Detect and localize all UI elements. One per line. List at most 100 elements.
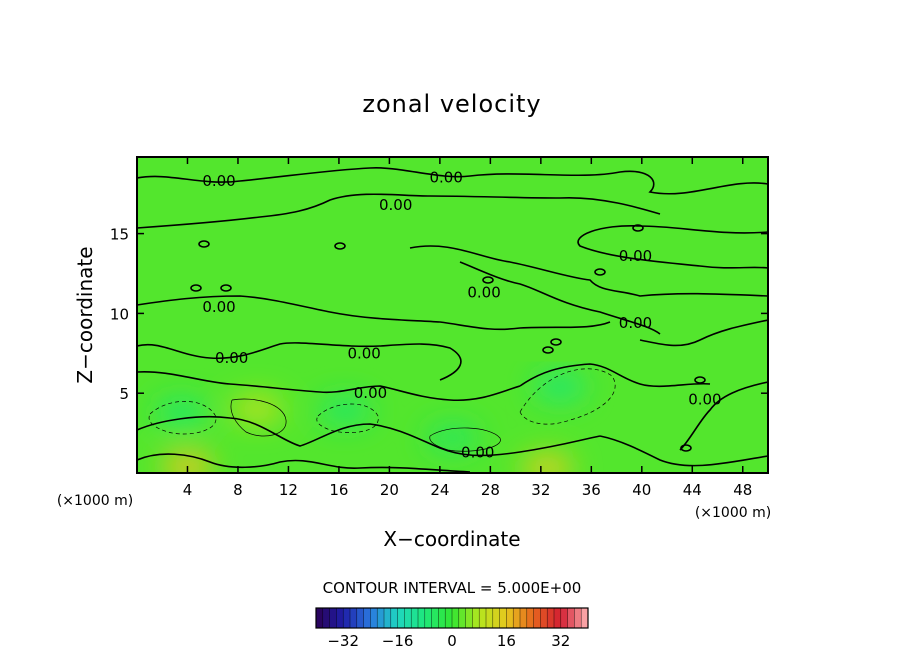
x-tick-label-8: 36 — [582, 481, 601, 499]
colorbar-swatch-25 — [486, 608, 494, 628]
field-pocket-4 — [230, 395, 283, 424]
zero-contour-10 — [519, 363, 711, 388]
colorbar-swatch-0 — [316, 608, 324, 628]
small-contour-loop-7 — [482, 276, 494, 284]
colorbar-tick-label-2: 0 — [447, 632, 457, 650]
zero-contour-2 — [577, 225, 768, 269]
chart-title: zonal velocity — [362, 90, 541, 118]
x-tick-label-9: 40 — [632, 481, 651, 499]
zero-contour-3 — [409, 245, 768, 297]
contour-label-3: 0.00 — [619, 247, 652, 265]
zero-contour-11 — [137, 415, 601, 457]
colorbar-swatch-19 — [445, 608, 453, 628]
colorbar-swatch-15 — [418, 608, 426, 628]
x-tick-label-2: 12 — [279, 481, 298, 499]
x-tick-label-5: 24 — [430, 481, 449, 499]
colorbar-swatch-30 — [520, 608, 528, 628]
zero-contour-4 — [459, 261, 661, 335]
velocity-field — [137, 157, 768, 473]
colorbar-tick-label-3: 16 — [497, 632, 516, 650]
colorbar-swatch-13 — [404, 608, 412, 628]
zero-contour-9 — [137, 370, 521, 402]
secondary-contour-3 — [230, 398, 287, 437]
secondary-contour-1 — [316, 403, 379, 433]
field-pocket-6 — [521, 454, 574, 473]
colorbar-swatch-33 — [540, 608, 548, 628]
field-pocket-1 — [319, 396, 372, 425]
small-contour-loop-4 — [542, 346, 554, 354]
zero-contour-13 — [137, 453, 471, 473]
x-tick-label-6: 28 — [481, 481, 500, 499]
zero-contour-8 — [679, 381, 768, 451]
contour-label-9: 0.00 — [354, 384, 387, 402]
colorbar-swatch-20 — [452, 608, 460, 628]
contour-label-1: 0.00 — [429, 169, 462, 187]
zero-contour-12 — [599, 435, 768, 467]
zero-contour-0 — [137, 167, 768, 195]
colorbar-swatch-29 — [513, 608, 521, 628]
contour-label-0: 0.00 — [202, 172, 235, 190]
colorbar-swatch-28 — [506, 608, 514, 628]
y-axis-label: Z−coordinate — [73, 246, 97, 383]
contour-label-8: 0.00 — [347, 344, 380, 362]
secondary-contour-0 — [148, 401, 217, 435]
colorbar-swatch-7 — [363, 608, 371, 628]
colorbar-swatch-24 — [479, 608, 487, 628]
field-pocket-3 — [426, 423, 479, 452]
x-tick-label-10: 44 — [683, 481, 702, 499]
colorbar-frame — [315, 607, 589, 629]
colorbar-swatch-38 — [574, 608, 582, 628]
colorbar-swatch-26 — [492, 608, 501, 628]
contour-label-11: 0.00 — [461, 443, 494, 461]
y-tick-label-0: 5 — [119, 385, 129, 403]
contour-label-6: 0.00 — [619, 314, 652, 332]
y-tick-label-2: 15 — [110, 226, 129, 244]
colorbar-swatch-37 — [567, 608, 575, 628]
colorbar-swatch-36 — [560, 608, 569, 628]
small-contour-loop-6 — [594, 268, 606, 276]
colorbar-swatch-31 — [526, 608, 535, 628]
small-contour-loop-1 — [198, 240, 210, 248]
colorbar-swatch-6 — [356, 608, 365, 628]
colorbar-swatch-39 — [581, 608, 589, 628]
zero-contour-5 — [137, 295, 611, 331]
small-contour-loop-3 — [220, 284, 232, 292]
colorbar-tick-label-4: 32 — [551, 632, 570, 650]
colorbar-swatch-3 — [336, 608, 344, 628]
colorbar-swatch-23 — [472, 608, 480, 628]
small-contour-loop-10 — [680, 444, 692, 452]
colorbar-swatch-16 — [424, 608, 433, 628]
colorbar-tick-label-1: −16 — [382, 632, 414, 650]
secondary-contour-2 — [519, 368, 616, 425]
colorbar-tick-label-0: −32 — [327, 632, 359, 650]
colorbar-swatch-27 — [499, 608, 507, 628]
small-contour-loop-5 — [550, 338, 562, 346]
colorbar-swatch-10 — [384, 608, 392, 628]
contour-label-5: 0.00 — [202, 298, 235, 316]
colorbar-swatch-32 — [533, 608, 541, 628]
colorbar-swatch-1 — [322, 608, 331, 628]
field-pocket-0 — [155, 398, 208, 427]
secondary-contour-4 — [429, 427, 501, 452]
x-axis-label: X−coordinate — [383, 527, 520, 551]
zero-contour-1 — [137, 193, 661, 229]
x-tick-label-0: 4 — [183, 481, 193, 499]
x-tick-label-4: 20 — [380, 481, 399, 499]
x-tick-label-11: 48 — [733, 481, 752, 499]
field-pocket-5 — [161, 452, 214, 473]
zero-contour-6 — [639, 319, 768, 347]
colorbar-swatch-17 — [431, 608, 439, 628]
colorbar-swatch-5 — [350, 608, 358, 628]
x-unit-label-right: (×1000 m) — [695, 505, 771, 521]
plot-frame — [136, 156, 769, 474]
colorbar-swatch-2 — [329, 608, 337, 628]
colorbar-swatch-34 — [547, 608, 555, 628]
small-contour-loop-0 — [334, 242, 346, 250]
small-contour-loop-2 — [190, 284, 202, 292]
colorbar-swatch-4 — [343, 608, 351, 628]
contour-label-4: 0.00 — [467, 284, 500, 302]
small-contour-loop-9 — [632, 224, 644, 232]
small-contour-loop-8 — [694, 376, 706, 384]
colorbar-swatch-12 — [397, 608, 405, 628]
